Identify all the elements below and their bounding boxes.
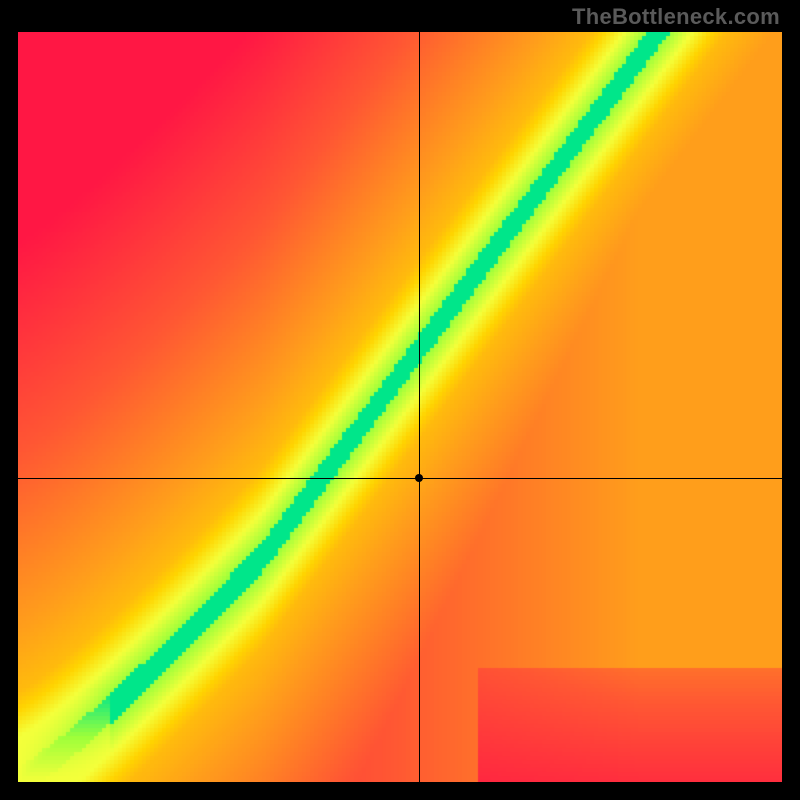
heatmap-canvas <box>18 32 782 782</box>
watermark-text: TheBottleneck.com <box>572 4 780 30</box>
crosshair-vertical <box>419 32 420 782</box>
crosshair-marker <box>415 474 423 482</box>
chart-container: TheBottleneck.com <box>0 0 800 800</box>
crosshair-horizontal <box>18 478 782 479</box>
